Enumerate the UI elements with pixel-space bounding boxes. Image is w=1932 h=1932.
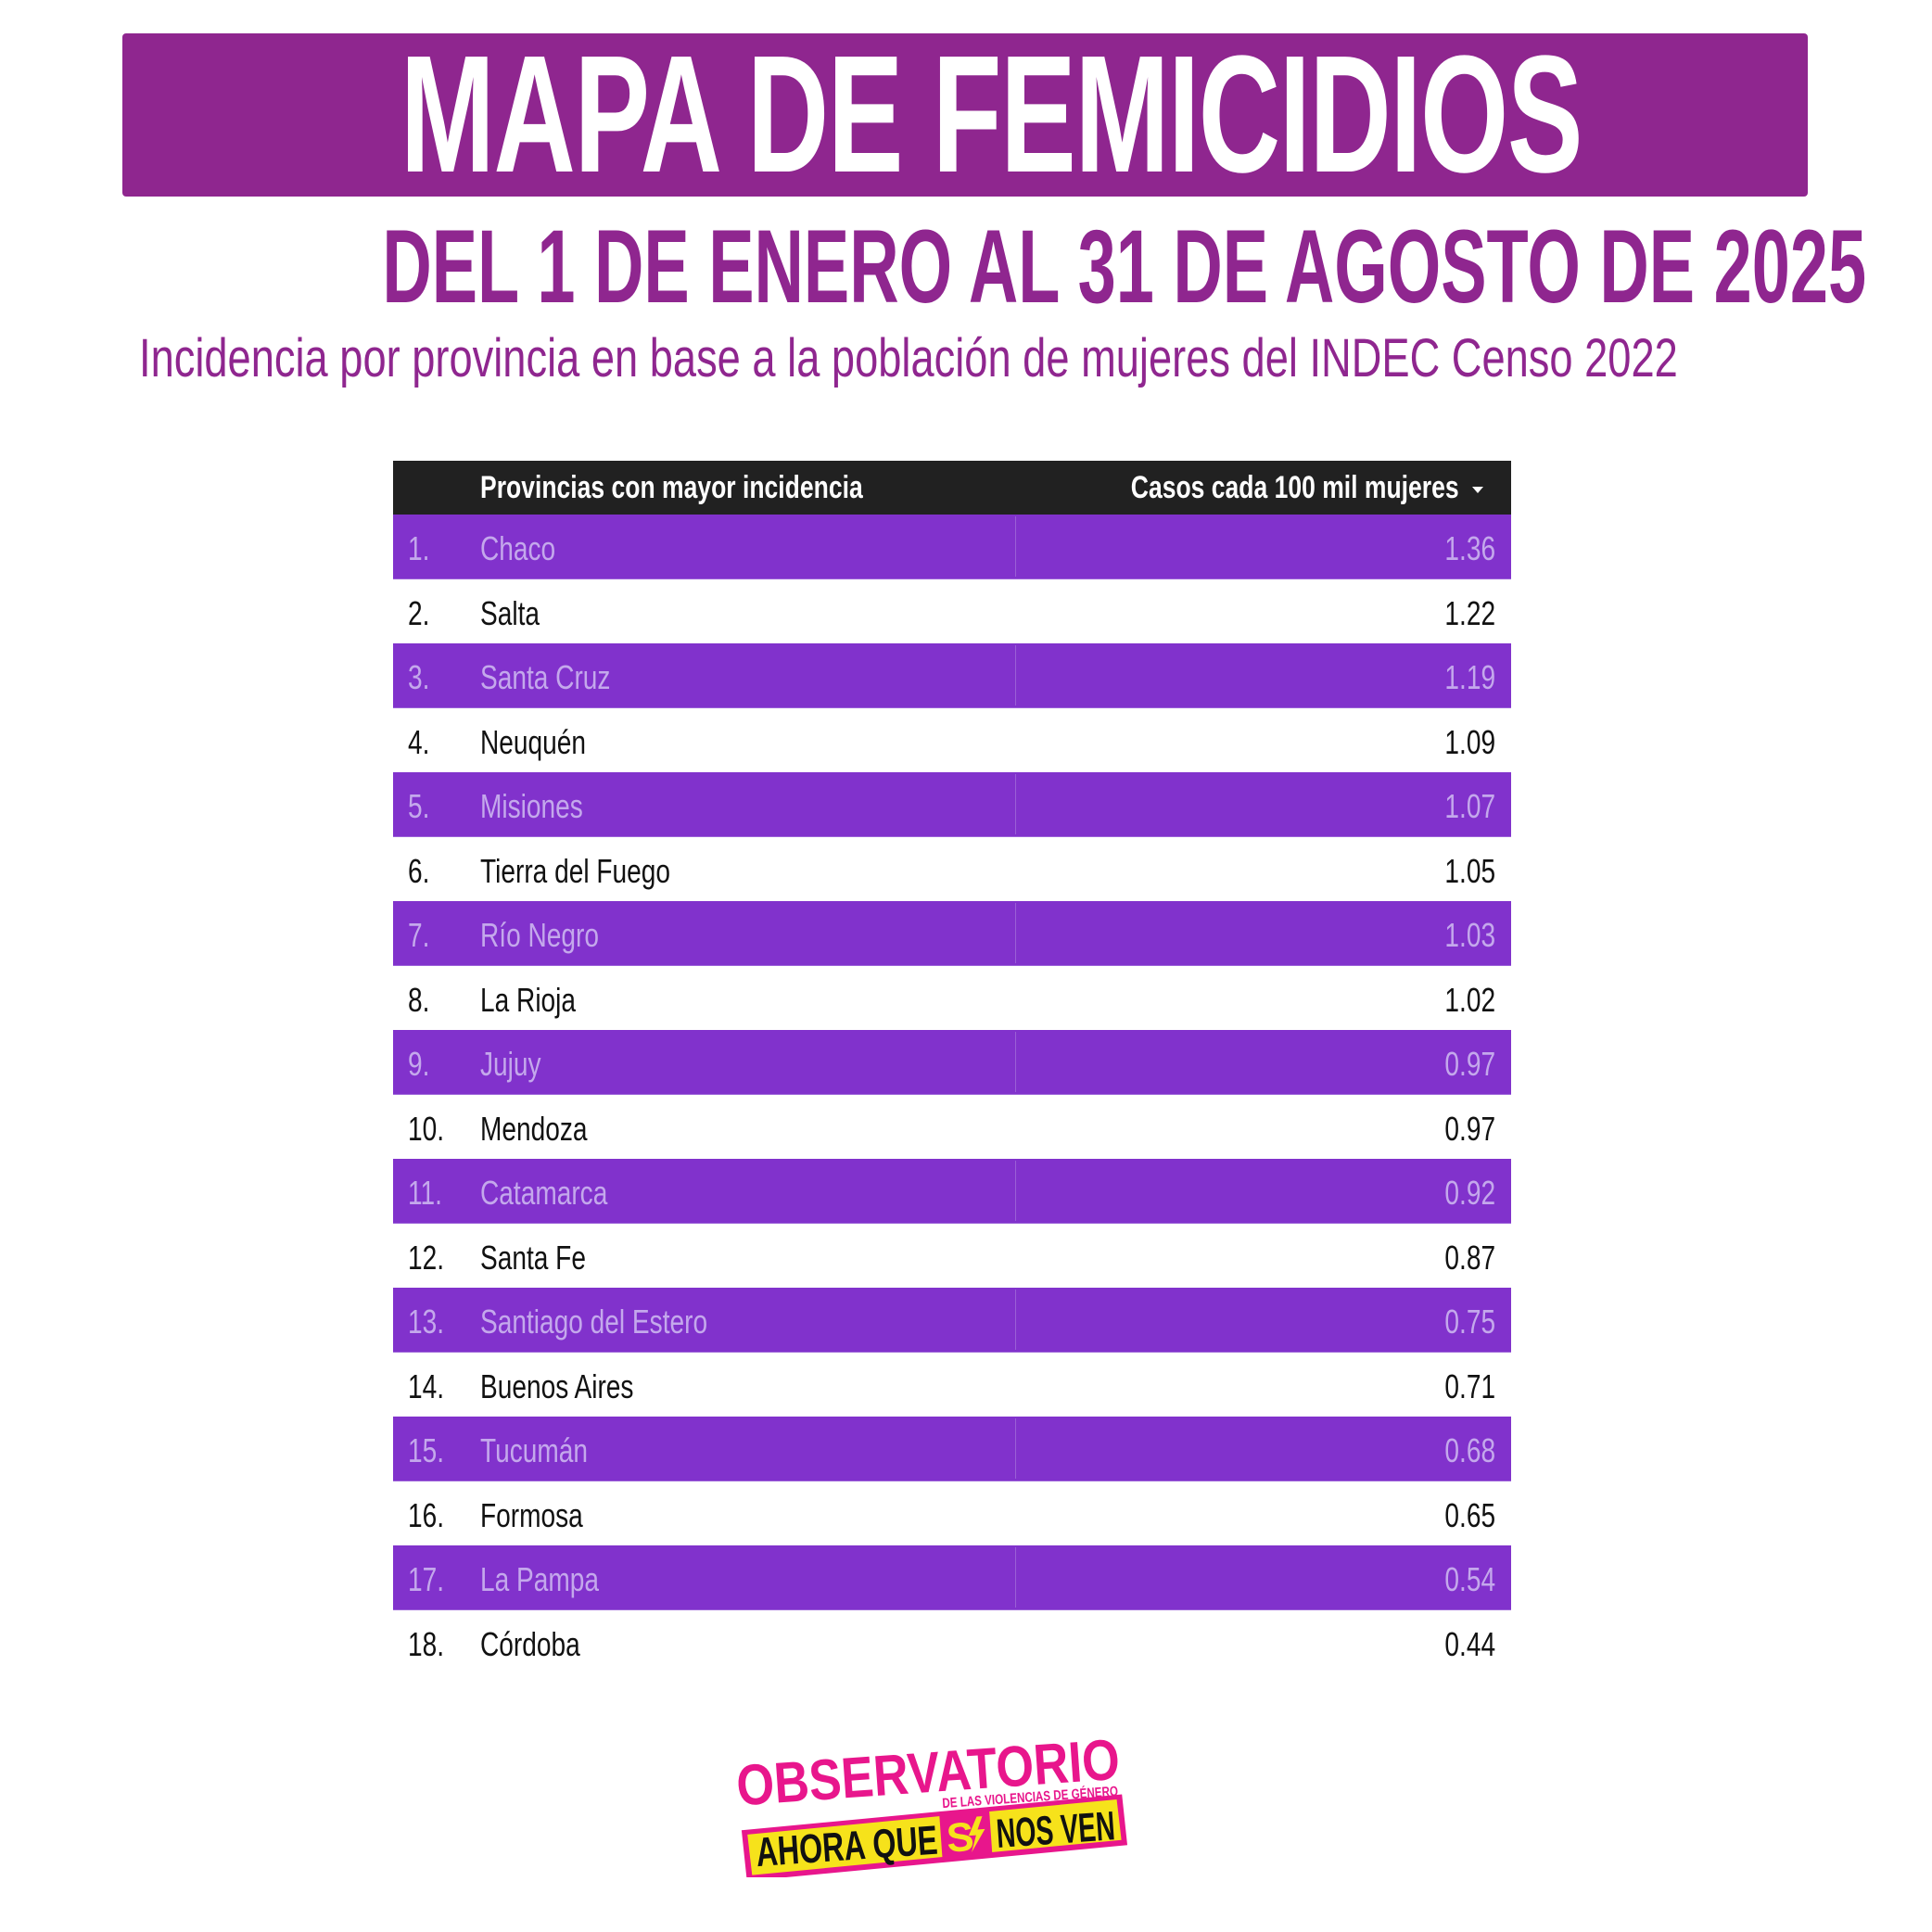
rank-cell: 6. [408,852,430,890]
province-cell: Córdoba [480,1625,580,1663]
table-row: 1. Chaco 1.36 [393,515,1511,579]
province-cell: Catamarca [480,1174,608,1212]
rank-cell: 7. [408,916,430,954]
value-cell: 0.54 [1444,1560,1495,1598]
province-cell: Chaco [480,529,556,567]
logo-line3-a: AHORA QUE [755,1818,939,1876]
value-cell: 1.02 [1444,981,1495,1019]
value-cell: 0.97 [1444,1110,1495,1148]
date-range-subtitle: DEL 1 DE ENERO AL 31 DE AGOSTO DE 2025 [382,209,1867,324]
column-divider [1015,1547,1016,1608]
table-row: 10. Mendoza 0.97 [393,1095,1511,1159]
rank-cell: 14. [408,1367,445,1405]
logo-line3-c: NOS VEN [995,1803,1116,1857]
value-cell: 0.44 [1444,1625,1495,1663]
page-title: MAPA DE FEMICIDIOS [400,33,1583,197]
rank-cell: 4. [408,723,430,761]
province-cell: Tucumán [480,1431,589,1469]
province-cell: Tierra del Fuego [480,852,670,890]
lightning-icon [968,1816,985,1852]
column-header-province: Provincias con mayor incidencia [480,470,863,505]
province-cell: Santa Cruz [480,658,611,696]
table-row: 9. Jujuy 0.97 [393,1030,1511,1095]
table-row: 17. La Pampa 0.54 [393,1545,1511,1610]
rank-cell: 11. [408,1174,442,1212]
value-cell: 1.05 [1444,852,1495,890]
table-row: 4. Neuquén 1.09 [393,708,1511,772]
province-cell: Buenos Aires [480,1367,634,1405]
value-cell: 1.09 [1444,723,1495,761]
value-cell: 0.65 [1444,1496,1495,1534]
province-cell: La Pampa [480,1560,600,1598]
incidence-table: Provincias con mayor incidencia Casos ca… [393,461,1511,1674]
table-row: 18. Córdoba 0.44 [393,1610,1511,1674]
table-row: 7. Río Negro 1.03 [393,901,1511,966]
province-cell: Misiones [480,787,583,825]
table-row: 5. Misiones 1.07 [393,772,1511,837]
value-cell: 0.92 [1444,1174,1495,1212]
rank-cell: 2. [408,594,430,632]
province-cell: Formosa [480,1496,583,1534]
province-cell: Salta [480,594,540,632]
table-row: 11. Catamarca 0.92 [393,1159,1511,1224]
column-divider [1015,774,1016,834]
rank-cell: 17. [408,1560,445,1598]
rank-cell: 1. [408,529,430,567]
rank-cell: 15. [408,1431,445,1469]
table-row: 13. Santiago del Estero 0.75 [393,1288,1511,1353]
value-cell: 0.71 [1444,1367,1495,1405]
province-cell: Jujuy [480,1045,541,1083]
table-body: 1. Chaco 1.36 2. Salta 1.22 3. Santa Cruz 1.19 4.… [393,515,1511,1674]
value-cell: 1.03 [1444,916,1495,954]
value-cell: 0.68 [1444,1431,1495,1469]
column-divider [1015,516,1016,577]
caret-down-icon[interactable] [1472,487,1483,493]
rank-cell: 18. [408,1625,445,1663]
table-row: 3. Santa Cruz 1.19 [393,643,1511,708]
value-cell: 1.19 [1444,658,1495,696]
value-cell: 1.36 [1444,529,1495,567]
rank-cell: 10. [408,1110,445,1148]
value-cell: 0.75 [1444,1303,1495,1341]
table-row: 6. Tierra del Fuego 1.05 [393,837,1511,901]
column-divider [1015,1032,1016,1092]
title-banner: MAPA DE FEMICIDIOS [122,33,1808,197]
value-cell: 1.22 [1444,594,1495,632]
table-row: 2. Salta 1.22 [393,579,1511,643]
observatorio-logo: OBSERVATORIO DE LAS VIOLENCIAS DE GÉNERO… [731,1720,1129,1881]
column-divider [1015,645,1016,705]
table-header: Provincias con mayor incidencia Casos ca… [393,461,1511,515]
column-divider [1015,1418,1016,1479]
table-row: 12. Santa Fe 0.87 [393,1224,1511,1288]
province-cell: Neuquén [480,723,586,761]
rank-cell: 5. [408,787,430,825]
logo-graphic: OBSERVATORIO DE LAS VIOLENCIAS DE GÉNERO… [734,1728,1128,1881]
value-cell: 1.07 [1444,787,1495,825]
rank-cell: 16. [408,1496,445,1534]
column-divider [1015,1290,1016,1350]
value-cell: 0.97 [1444,1045,1495,1083]
table-row: 16. Formosa 0.65 [393,1481,1511,1545]
column-divider [1015,903,1016,963]
rank-cell: 12. [408,1239,445,1277]
province-cell: Río Negro [480,916,599,954]
rank-cell: 8. [408,981,430,1019]
province-cell: Santa Fe [480,1239,586,1277]
column-divider [1015,1161,1016,1221]
rank-cell: 13. [408,1303,445,1341]
value-cell: 0.87 [1444,1239,1495,1277]
description-text: Incidencia por provincia en base a la po… [139,328,1678,388]
province-cell: Santiago del Estero [480,1303,708,1341]
table-row: 14. Buenos Aires 0.71 [393,1353,1511,1417]
rank-cell: 3. [408,658,430,696]
logo-line3-b: S [945,1814,975,1862]
table-row: 8. La Rioja 1.02 [393,966,1511,1030]
province-cell: Mendoza [480,1110,588,1148]
rank-cell: 9. [408,1045,430,1083]
column-header-cases[interactable]: Casos cada 100 mil mujeres [1038,470,1483,506]
table-row: 15. Tucumán 0.68 [393,1417,1511,1481]
province-cell: La Rioja [480,981,577,1019]
